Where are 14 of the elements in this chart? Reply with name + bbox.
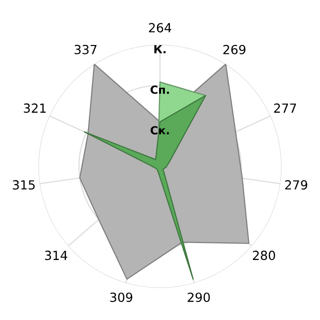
- spoke-label: 315: [12, 180, 35, 190]
- spoke-label: 277: [274, 103, 296, 113]
- spoke-label: 280: [252, 250, 276, 260]
- spoke-label: 264: [148, 23, 172, 32]
- spoke-label: 321: [24, 103, 46, 113]
- spoke-label: 337: [74, 44, 96, 54]
- spoke-label: 309: [110, 292, 132, 302]
- spoke-label: 314: [45, 250, 68, 260]
- y-tick-label: Сп.: [150, 86, 169, 94]
- y-tick-label: К.: [154, 45, 166, 54]
- spoke-label: 269: [223, 44, 246, 54]
- y-tick-label: Ск.: [150, 126, 169, 134]
- spoke-label: 290: [188, 292, 210, 302]
- spoke-label: 279: [285, 180, 308, 190]
